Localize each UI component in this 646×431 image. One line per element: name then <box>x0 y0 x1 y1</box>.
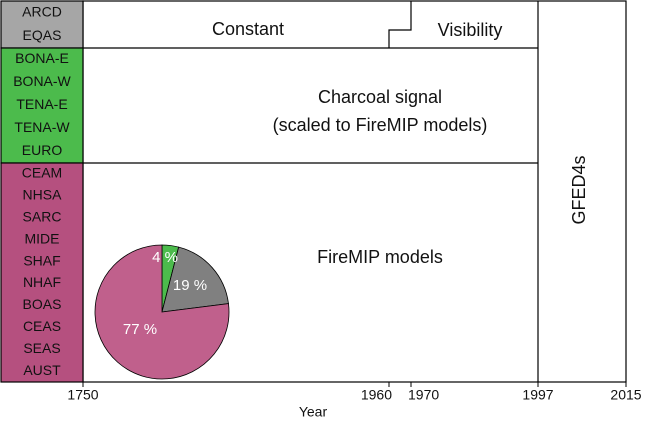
pie-label: 77 % <box>123 321 157 338</box>
region-label: ARCD <box>22 3 62 19</box>
axis-label: Year <box>299 404 328 420</box>
pie-label: 19 % <box>173 277 207 294</box>
tick-label: 2015 <box>610 387 641 403</box>
pie-slice <box>94 244 230 380</box>
region-label: SEAS <box>23 340 60 356</box>
region-label: AUST <box>23 362 61 378</box>
region-label: NHAF <box>23 274 61 290</box>
pie-slice <box>161 246 229 313</box>
step-line <box>388 1 412 48</box>
region-label: BONA-W <box>13 73 71 89</box>
panel-label: Visibility <box>438 20 503 40</box>
tick-label: 1960 <box>361 387 392 403</box>
tick-label: 1997 <box>522 387 553 403</box>
region-label: SHAF <box>23 252 60 268</box>
region-label: BONA-E <box>15 50 69 66</box>
tick-label: 1750 <box>67 387 98 403</box>
region-label: SARC <box>23 208 62 224</box>
region-group <box>0 162 84 383</box>
panel-label: Constant <box>212 19 284 39</box>
region-label: TENA-W <box>14 119 70 135</box>
region-label: NHSA <box>23 187 63 203</box>
panel-label: Charcoal signal <box>318 87 442 107</box>
tick-label: 1970 <box>408 387 439 403</box>
region-label: CEAM <box>22 165 62 181</box>
panel-label: FireMIP models <box>317 247 443 267</box>
region-label: EURO <box>22 142 63 158</box>
region-group <box>0 0 84 49</box>
region-label: MIDE <box>25 230 60 246</box>
panel-label: (scaled to FireMIP models) <box>273 115 488 135</box>
region-label: BOAS <box>23 296 62 312</box>
region-label: TENA-E <box>16 96 67 112</box>
region-label: CEAS <box>23 318 61 334</box>
region-label: EQAS <box>23 27 62 43</box>
panel-label: GFED4s <box>569 155 589 224</box>
pie-label: 4 % <box>152 249 178 266</box>
